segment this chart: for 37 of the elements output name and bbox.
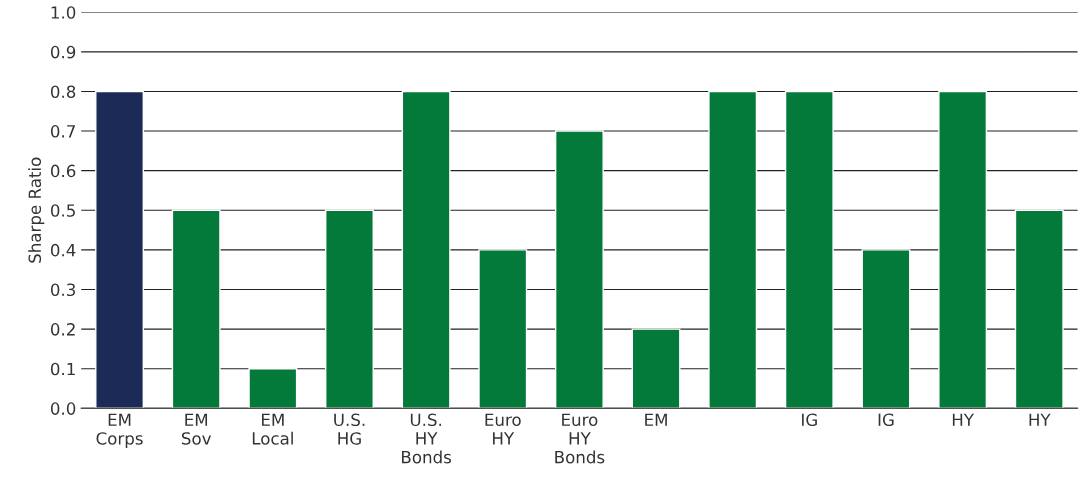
y-tick-label: 0.4: [50, 243, 76, 257]
x-tick-label: EM: [645, 413, 667, 426]
x-tick-label: U.S. HY Bonds: [402, 413, 452, 464]
y-tick-label: 0.3: [50, 283, 76, 297]
x-tick-label: U.S. HG: [334, 413, 365, 445]
y-tick-label: 0.8: [50, 85, 76, 99]
y-tick-label: 0.1: [50, 362, 75, 376]
x-tick-label: IG: [878, 413, 894, 427]
bar: [401, 90, 451, 409]
bar: [708, 90, 758, 409]
bar: [554, 130, 604, 409]
x-tick-label: Euro HY Bonds: [555, 413, 605, 464]
bar: [1014, 209, 1064, 409]
bar: [95, 90, 145, 409]
y-axis-title: Sharpe Ratio: [28, 157, 45, 263]
y-tick-label: 0.5: [50, 204, 75, 217]
x-tick-label: EM Sov: [181, 413, 212, 445]
x-tick-label: HY: [952, 413, 975, 426]
x-tick-label: Euro HY: [485, 413, 521, 445]
y-tick-label: 0.6: [50, 164, 76, 178]
bar: [938, 90, 988, 409]
y-tick-label: 0.7: [50, 125, 75, 138]
bar: [171, 209, 221, 409]
bar: [248, 368, 298, 409]
y-tick-label: 0.9: [50, 45, 76, 59]
bar: [325, 209, 374, 409]
x-tick-label: EM Corps: [96, 413, 143, 448]
y-tick-label: 1.0: [51, 6, 76, 19]
bar: [784, 90, 834, 409]
y-tick-label: 0.2: [50, 323, 75, 336]
x-tick-label: IG: [802, 413, 817, 427]
bar: [861, 249, 911, 409]
bar: [631, 328, 681, 409]
x-tick-label: HY: [1029, 413, 1051, 426]
x-tick-label: EM Local: [252, 413, 293, 445]
y-tick-label: 0.0: [50, 402, 76, 415]
bar: [478, 249, 528, 409]
